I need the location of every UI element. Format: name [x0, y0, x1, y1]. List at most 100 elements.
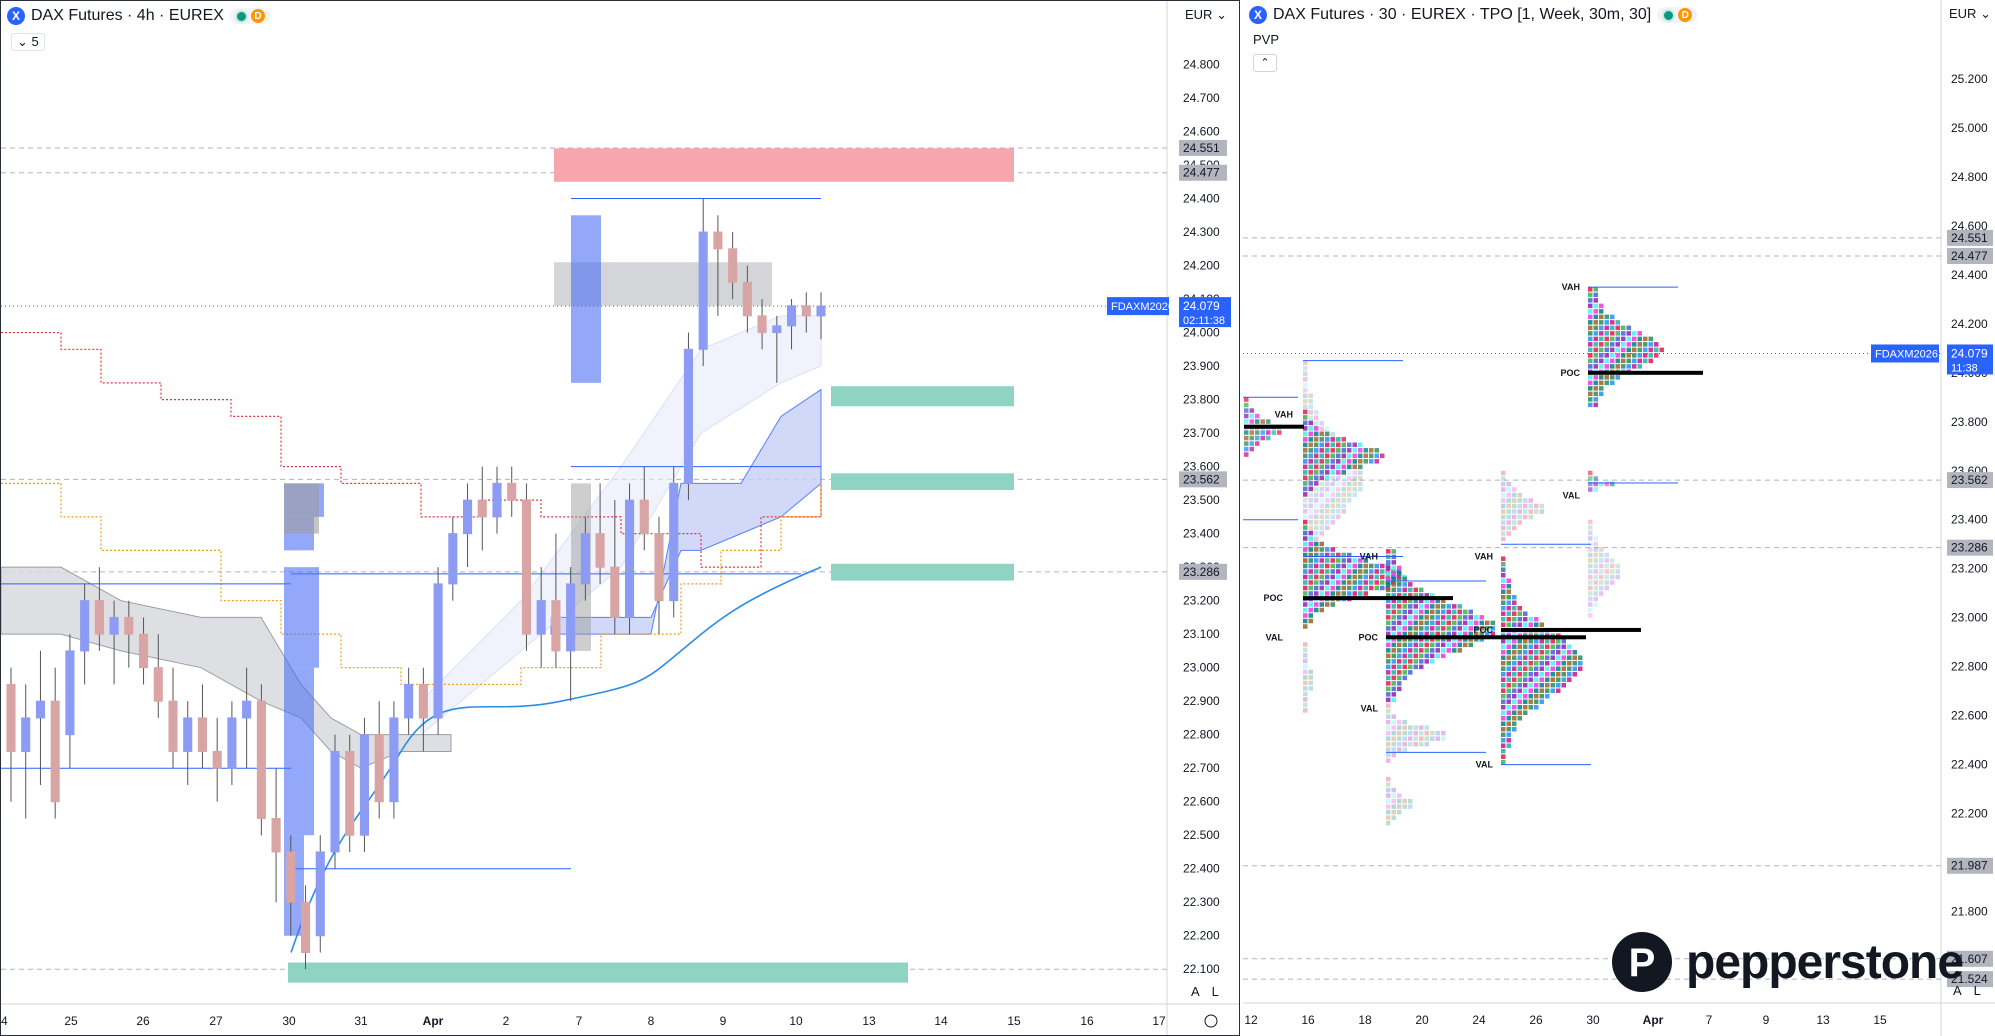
left-chart-title-bar: X DAX Futures · 4h · EUREX D: [7, 7, 270, 25]
tpo-cell: [1330, 558, 1335, 563]
tpo-cell: [1402, 653, 1407, 659]
poc-line: [1588, 370, 1703, 375]
candle-body: [757, 315, 767, 334]
pvp-toggle-button[interactable]: ⌃: [1253, 54, 1277, 72]
tpo-cell: [1341, 498, 1346, 503]
tpo-cell: [1308, 569, 1313, 574]
tpo-cell: [1435, 730, 1440, 736]
candle-body: [227, 717, 237, 769]
log-scale-button[interactable]: L: [1973, 983, 1981, 998]
tpo-cell: [1604, 558, 1609, 563]
status-indicators[interactable]: D: [1657, 7, 1698, 23]
tpo-cell: [1397, 582, 1402, 587]
candle-body: [65, 650, 75, 736]
tpo-cell: [1386, 670, 1391, 675]
tpo-cell: [1615, 569, 1620, 574]
tpo-cell: [1588, 325, 1593, 331]
tpo-cell: [1363, 558, 1368, 563]
tpo-cell: [1408, 648, 1413, 653]
y-tick-label: 24.400: [1951, 268, 1988, 282]
tpo-cell: [1319, 437, 1324, 442]
tpo-cell: [1604, 358, 1609, 364]
right-tpo-chart[interactable]: VAH POC VAL VAH POC VAL VAH POC VAL VAH POC VAL 25.2…: [1243, 0, 1995, 1036]
price-label: 24.551: [1951, 231, 1988, 245]
right-chart-panel[interactable]: VAH POC VAL VAH POC VAL VAH POC VAL VAH POC VAL 25.2…: [1243, 0, 1995, 1036]
tpo-cell: [1441, 620, 1446, 626]
tpo-cell: [1446, 642, 1451, 648]
tpo-cell: [1615, 325, 1620, 331]
tpo-cell: [1517, 699, 1522, 704]
tpo-cell: [1402, 648, 1407, 653]
auto-scale-button[interactable]: A: [1953, 983, 1962, 998]
tpo-cell: [1637, 347, 1642, 353]
tpo-cell: [1341, 580, 1346, 585]
tpo-cell: [1501, 556, 1506, 561]
tpo-cell: [1534, 693, 1539, 699]
tpo-cell: [1386, 787, 1391, 793]
left-currency-selector[interactable]: EUR ⌄: [1185, 7, 1227, 22]
tpo-cell: [1506, 682, 1511, 688]
x-tick-label: 10: [789, 1014, 803, 1028]
profile-level-label: VAL: [1361, 703, 1379, 713]
price-label: 23.286: [1951, 541, 1988, 555]
tpo-cell: [1588, 580, 1593, 585]
tpo-cell: [1319, 531, 1324, 536]
tpo-cell: [1528, 503, 1533, 509]
tpo-cell: [1402, 593, 1407, 598]
indicator-collapse-button[interactable]: ⌄ 5: [11, 33, 45, 51]
profile-level-label: VAH: [1360, 551, 1378, 561]
tpo-cell: [1626, 336, 1631, 342]
tpo-cell: [1336, 514, 1341, 520]
tpo-cell: [1249, 441, 1254, 446]
tpo-cell: [1501, 503, 1506, 509]
left-chart-panel[interactable]: 24.80024.70024.60024.50024.40024.30024.2…: [0, 0, 1240, 1036]
supply-zone: [554, 148, 1014, 182]
candle-body: [477, 499, 487, 518]
tpo-cell: [1615, 331, 1620, 336]
tpo-cell: [1369, 569, 1374, 574]
tpo-cell: [1463, 620, 1468, 626]
log-scale-button[interactable]: L: [1211, 984, 1219, 999]
tpo-cell: [1303, 399, 1308, 404]
tpo-cell: [1556, 677, 1561, 682]
tpo-cell: [1430, 626, 1435, 631]
tpo-cell: [1386, 576, 1391, 582]
tpo-cell: [1347, 552, 1352, 558]
candle-body: [580, 533, 590, 585]
tpo-cell: [1523, 655, 1528, 660]
tpo-cell: [1599, 569, 1604, 574]
tpo-cell: [1610, 331, 1615, 336]
tpo-cell: [1352, 487, 1357, 492]
tpo-cell: [1413, 653, 1418, 659]
tpo-cell: [1593, 336, 1598, 342]
profile-level-label: VAL: [1266, 632, 1284, 642]
tpo-cell: [1430, 730, 1435, 736]
tpo-cell: [1352, 453, 1357, 459]
tpo-cell: [1391, 670, 1396, 675]
tpo-cell: [1391, 653, 1396, 659]
candle-body: [330, 750, 340, 853]
tpo-cell: [1319, 574, 1324, 580]
tpo-cell: [1363, 574, 1368, 580]
tpo-cell: [1397, 587, 1402, 593]
tpo-cell: [1336, 558, 1341, 563]
left-candlestick-chart[interactable]: 24.80024.70024.60024.50024.40024.30024.2…: [1, 1, 1240, 1036]
right-currency-selector[interactable]: EUR ⌄: [1949, 6, 1991, 21]
tpo-cell: [1330, 487, 1335, 492]
tpo-cell: [1604, 569, 1609, 574]
tpo-cell: [1358, 464, 1363, 470]
tpo-cell: [1363, 563, 1368, 569]
tpo-cell: [1303, 591, 1308, 596]
tpo-cell: [1374, 574, 1379, 580]
auto-scale-button[interactable]: A: [1191, 984, 1200, 999]
tpo-cell: [1561, 638, 1566, 644]
tpo-cell: [1341, 448, 1346, 453]
tpo-cell: [1501, 743, 1506, 748]
tpo-cell: [1506, 583, 1511, 589]
tpo-cell: [1244, 435, 1249, 441]
status-indicators[interactable]: D: [229, 8, 270, 24]
tpo-cell: [1534, 666, 1539, 671]
tpo-cell: [1308, 410, 1313, 415]
tpo-cell: [1517, 611, 1522, 616]
tpo-cell: [1517, 605, 1522, 611]
